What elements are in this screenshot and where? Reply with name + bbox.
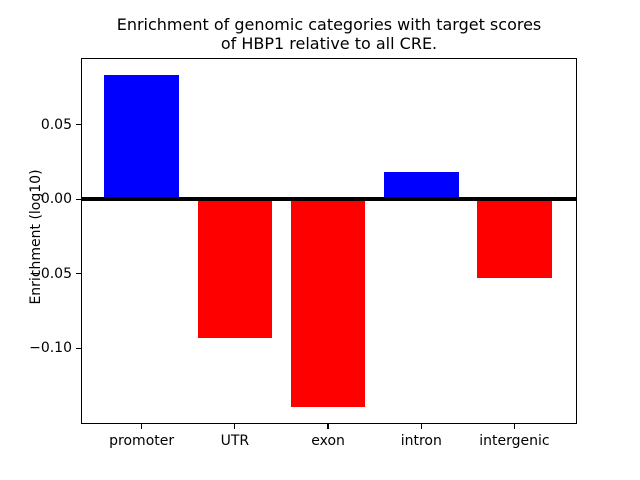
x-tick-intron <box>420 424 422 429</box>
y-tick-label: 0.00 <box>40 191 72 208</box>
plot-area: promoter UTR exon intron intergenic 0.05 0.00 −… <box>29 58 577 449</box>
chart-title: Enrichment of genomic categories with ta… <box>81 15 577 53</box>
bar-intergenic <box>477 199 552 279</box>
x-tick-intergenic <box>513 424 516 429</box>
x-tick-promoter <box>141 424 143 429</box>
x-tick-label-UTR: UTR <box>220 433 250 449</box>
x-tick-UTR <box>234 424 236 429</box>
y-axis-label: Enrichment (log10) <box>28 169 44 305</box>
x-tick-label-intron: intron <box>400 433 442 449</box>
y-tick <box>76 273 82 275</box>
bar-exon <box>290 199 366 407</box>
y-tick <box>76 198 82 200</box>
x-tick-exon <box>327 424 329 429</box>
y-tick-label: −0.10 <box>29 340 72 357</box>
x-tick-label-intergenic: intergenic <box>479 433 550 449</box>
zero-line <box>82 197 576 202</box>
chart-title-line2: of HBP1 relative to all CRE. <box>220 34 438 53</box>
y-tick-label: −0.05 <box>29 265 72 282</box>
bar-promoter <box>104 75 179 200</box>
chart-title-line1: Enrichment of genomic categories with ta… <box>116 15 542 34</box>
y-tick-label: 0.05 <box>40 116 72 133</box>
y-tick <box>76 124 82 126</box>
bar-intron <box>383 172 459 200</box>
x-tick-label-exon: exon <box>311 433 345 449</box>
y-tick <box>76 347 82 349</box>
bar-UTR <box>197 199 273 338</box>
x-tick-label-promoter: promoter <box>109 433 175 449</box>
